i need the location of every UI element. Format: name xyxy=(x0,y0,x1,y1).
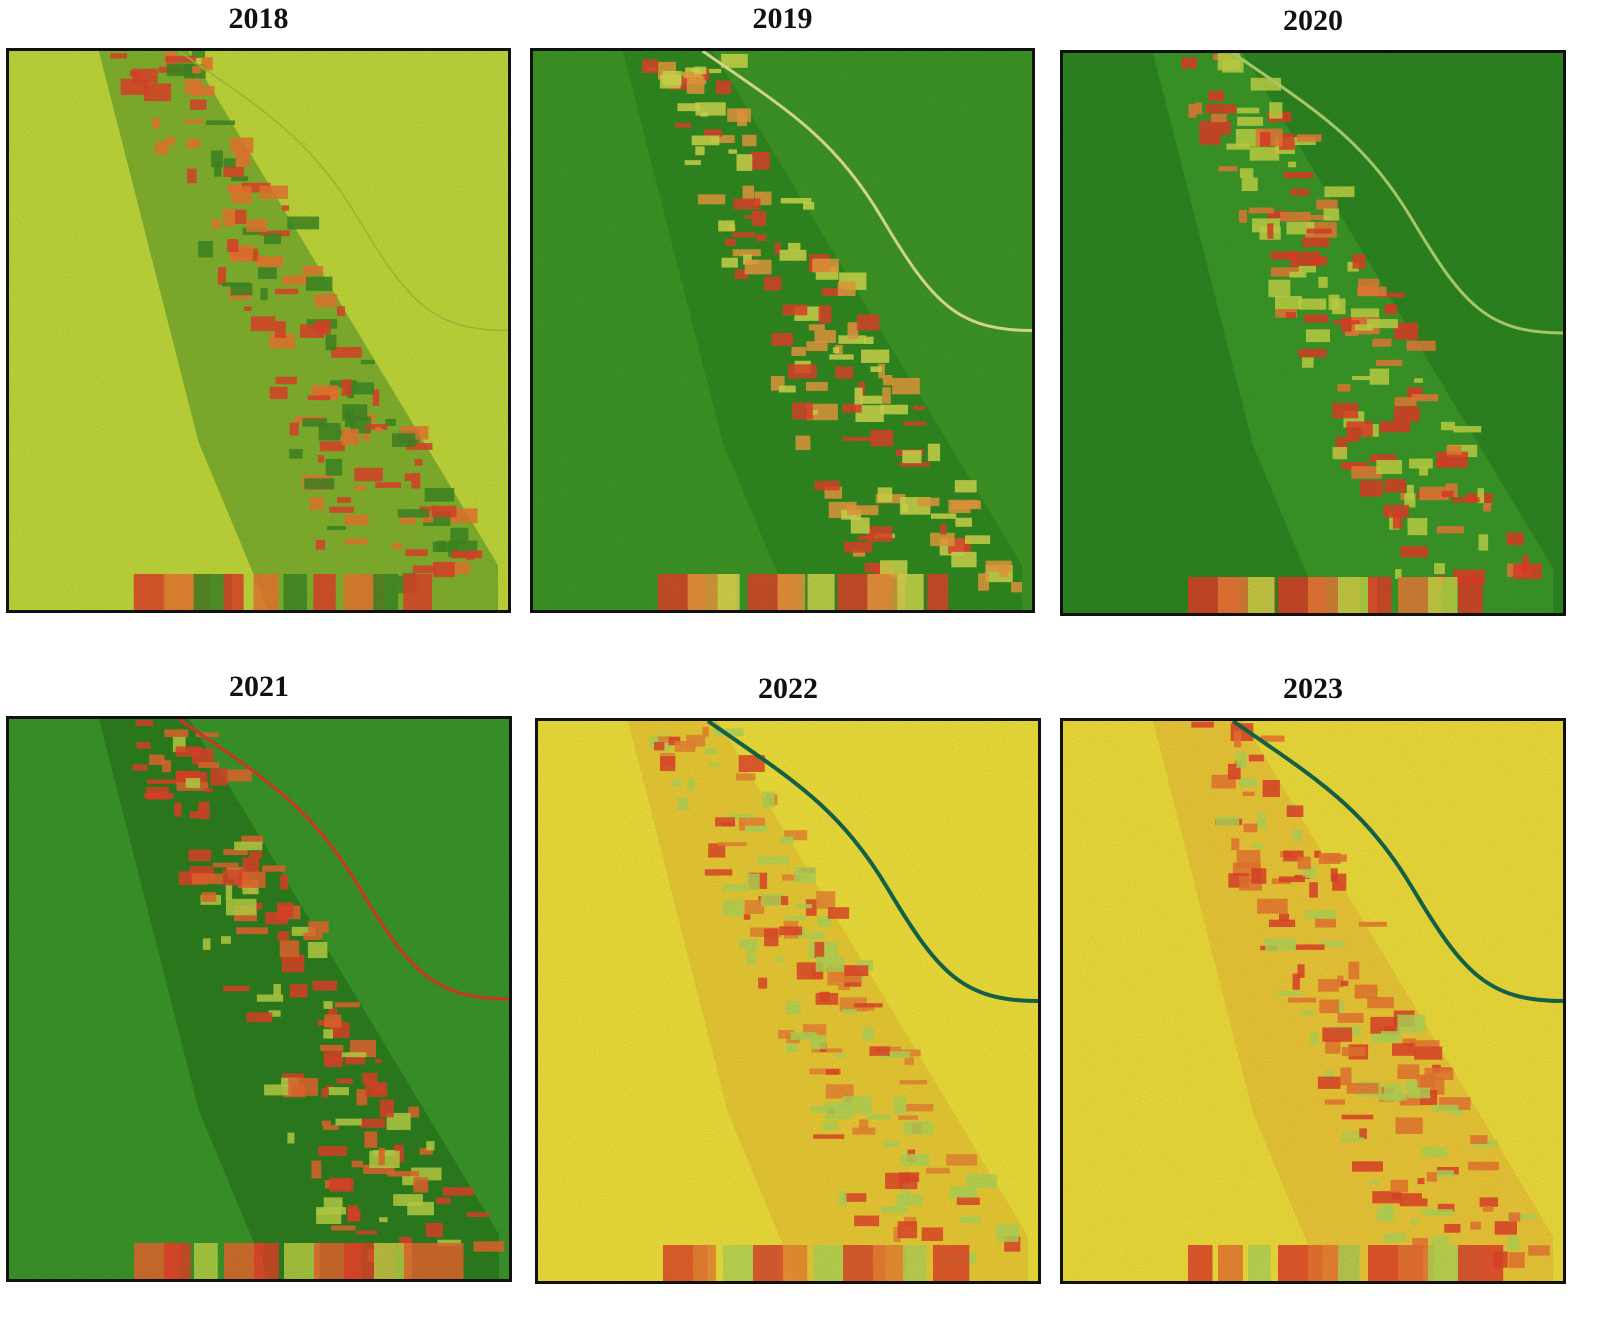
texture xyxy=(1063,721,1563,1281)
texture xyxy=(9,719,509,1279)
map-panel xyxy=(535,718,1041,1284)
map-image xyxy=(9,719,509,1279)
texture xyxy=(1063,53,1563,613)
map-image xyxy=(1063,721,1563,1281)
map-panel xyxy=(1060,50,1566,616)
panel-title: 2023 xyxy=(1283,672,1343,705)
map-image xyxy=(9,51,508,610)
panel-title: 2018 xyxy=(228,2,289,35)
panel-title: 2022 xyxy=(758,672,818,705)
map-image xyxy=(538,721,1038,1281)
map-image xyxy=(1063,53,1563,613)
map-panel xyxy=(6,48,511,613)
panel-title: 2019 xyxy=(752,2,813,35)
panel-title: 2021 xyxy=(229,670,289,703)
texture xyxy=(538,721,1038,1281)
map-panel xyxy=(1060,718,1566,1284)
texture xyxy=(9,51,508,610)
map-panel xyxy=(6,716,512,1282)
map-image xyxy=(533,51,1032,610)
panel-title: 2020 xyxy=(1283,4,1343,37)
texture xyxy=(533,51,1032,610)
map-panel xyxy=(530,48,1035,613)
